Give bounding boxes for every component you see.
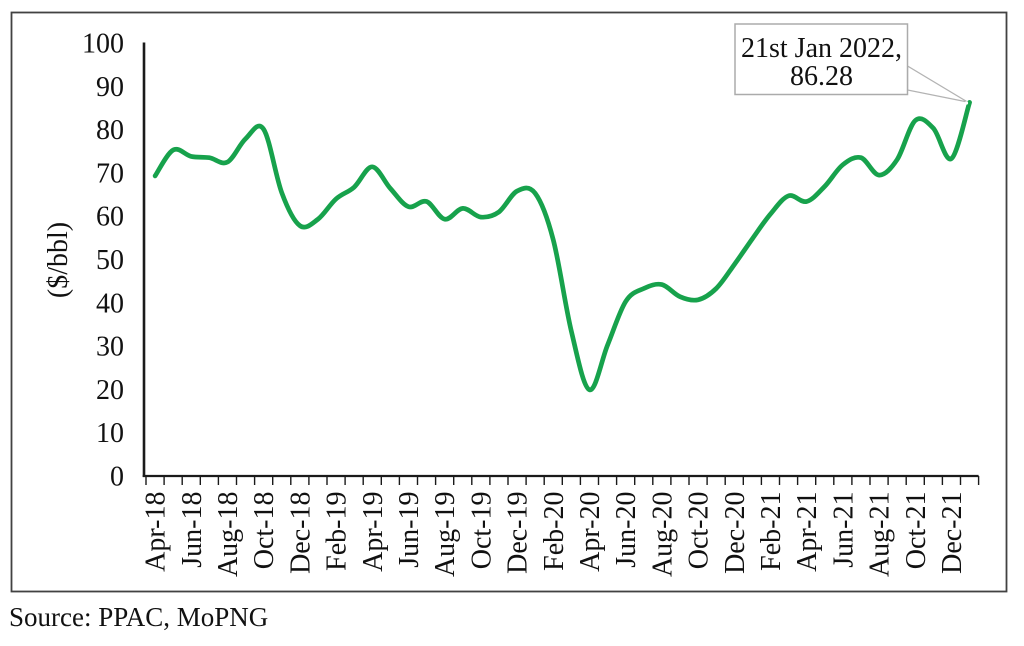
svg-text:Aug-19: Aug-19 (430, 492, 461, 578)
svg-text:Jun-19: Jun-19 (394, 492, 425, 568)
svg-text:Source: PPAC, MoPNG: Source: PPAC, MoPNG (9, 602, 268, 632)
svg-text:Dec-19: Dec-19 (503, 492, 534, 574)
svg-text:21st Jan 2022,: 21st Jan 2022, (741, 33, 902, 64)
svg-text:Feb-20: Feb-20 (539, 492, 570, 571)
svg-text:Dec-18: Dec-18 (285, 492, 316, 574)
svg-text:86.28: 86.28 (790, 61, 853, 92)
svg-text:Oct-21: Oct-21 (901, 492, 932, 570)
svg-text:Oct-18: Oct-18 (249, 492, 280, 570)
svg-text:Dec-21: Dec-21 (937, 492, 968, 574)
svg-text:Oct-20: Oct-20 (684, 492, 715, 570)
svg-text:Oct-19: Oct-19 (466, 492, 497, 570)
svg-text:Jun-21: Jun-21 (828, 492, 859, 568)
svg-text:Dec-20: Dec-20 (720, 492, 751, 574)
svg-text:20: 20 (96, 375, 124, 406)
svg-text:Aug-21: Aug-21 (865, 492, 896, 578)
svg-text:40: 40 (96, 288, 124, 319)
svg-text:Apr-21: Apr-21 (792, 492, 823, 572)
svg-text:30: 30 (96, 332, 124, 363)
svg-text:Jun-20: Jun-20 (611, 492, 642, 568)
svg-text:90: 90 (96, 72, 124, 103)
svg-text:60: 60 (96, 202, 124, 233)
svg-text:Apr-19: Apr-19 (358, 492, 389, 572)
svg-text:0: 0 (110, 462, 124, 493)
svg-text:50: 50 (96, 245, 124, 276)
svg-text:($/bbl): ($/bbl) (43, 222, 74, 298)
svg-text:Apr-20: Apr-20 (575, 492, 606, 572)
svg-text:Jun-18: Jun-18 (177, 492, 208, 568)
svg-text:70: 70 (96, 158, 124, 189)
svg-text:Feb-21: Feb-21 (756, 492, 787, 571)
svg-text:Feb-19: Feb-19 (322, 492, 353, 571)
svg-text:80: 80 (96, 115, 124, 146)
svg-text:Aug-20: Aug-20 (647, 492, 678, 578)
svg-text:Aug-18: Aug-18 (213, 492, 244, 578)
svg-text:100: 100 (82, 29, 124, 60)
svg-text:Apr-18: Apr-18 (141, 492, 172, 572)
svg-text:10: 10 (96, 418, 124, 449)
